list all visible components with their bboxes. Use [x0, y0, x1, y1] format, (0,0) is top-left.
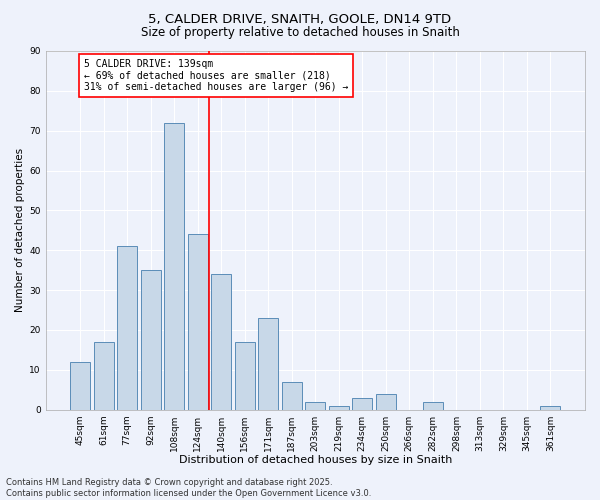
Bar [188, 234, 208, 410]
Text: Size of property relative to detached houses in Snaith: Size of property relative to detached ho… [140, 26, 460, 39]
Bar [423, 402, 443, 409]
Bar [376, 394, 396, 409]
Bar [329, 406, 349, 409]
Bar [282, 382, 302, 409]
Bar [305, 402, 325, 409]
Bar [140, 270, 161, 409]
Text: Contains HM Land Registry data © Crown copyright and database right 2025.
Contai: Contains HM Land Registry data © Crown c… [6, 478, 371, 498]
X-axis label: Distribution of detached houses by size in Snaith: Distribution of detached houses by size … [179, 455, 452, 465]
Bar [70, 362, 90, 410]
Text: 5 CALDER DRIVE: 139sqm
← 69% of detached houses are smaller (218)
31% of semi-de: 5 CALDER DRIVE: 139sqm ← 69% of detached… [83, 59, 348, 92]
Text: 5, CALDER DRIVE, SNAITH, GOOLE, DN14 9TD: 5, CALDER DRIVE, SNAITH, GOOLE, DN14 9TD [148, 12, 452, 26]
Bar [211, 274, 231, 409]
Bar [235, 342, 254, 409]
Bar [164, 122, 184, 410]
Bar [352, 398, 373, 409]
Y-axis label: Number of detached properties: Number of detached properties [15, 148, 25, 312]
Bar [117, 246, 137, 410]
Bar [258, 318, 278, 410]
Bar [541, 406, 560, 409]
Bar [94, 342, 113, 409]
